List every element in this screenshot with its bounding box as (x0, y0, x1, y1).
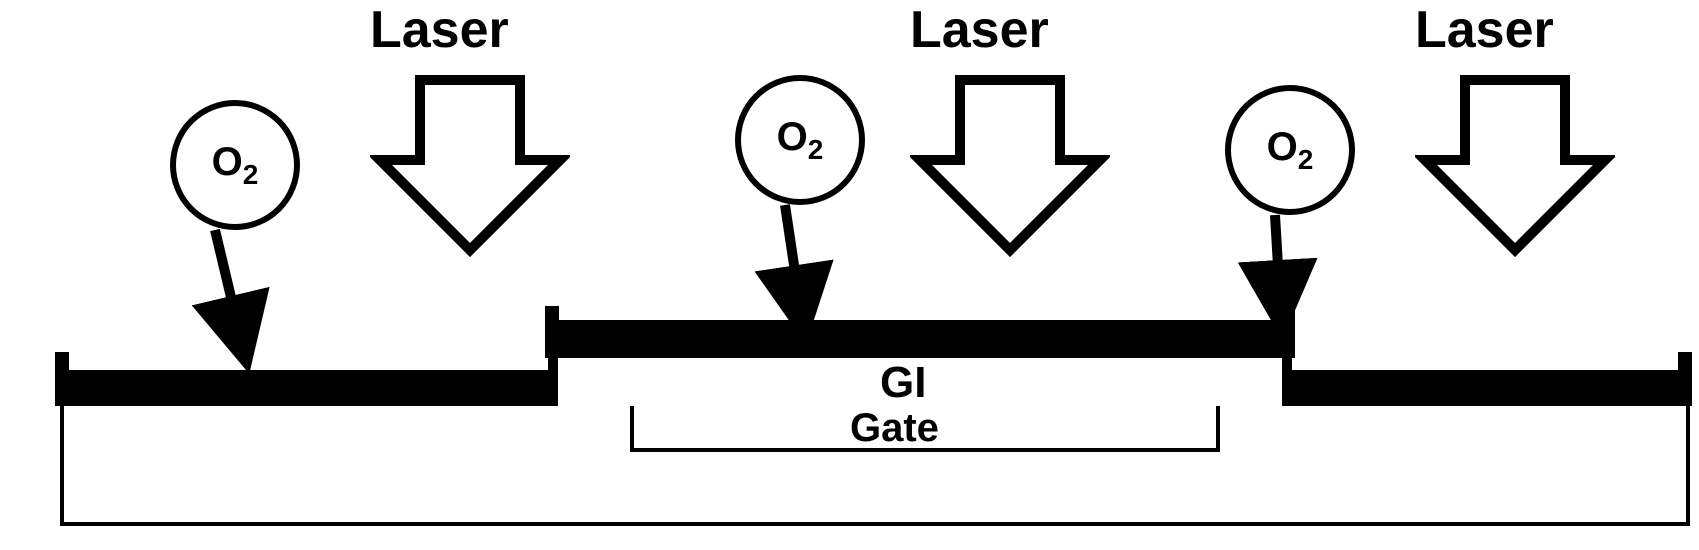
left-lip (55, 352, 69, 406)
right-lip (1678, 352, 1692, 406)
gate-label: Gate (850, 406, 939, 451)
gi-label: GI (880, 358, 926, 408)
black-bar-left (60, 370, 555, 406)
diagram-canvas: Laser Laser Laser O2 O2 O2 (0, 0, 1699, 550)
step-left (548, 356, 558, 406)
top-right-lip (1281, 306, 1295, 358)
top-left-lip (545, 306, 559, 358)
black-bar-right (1285, 370, 1690, 406)
step-right (1282, 356, 1292, 406)
black-bar-top (550, 320, 1290, 358)
